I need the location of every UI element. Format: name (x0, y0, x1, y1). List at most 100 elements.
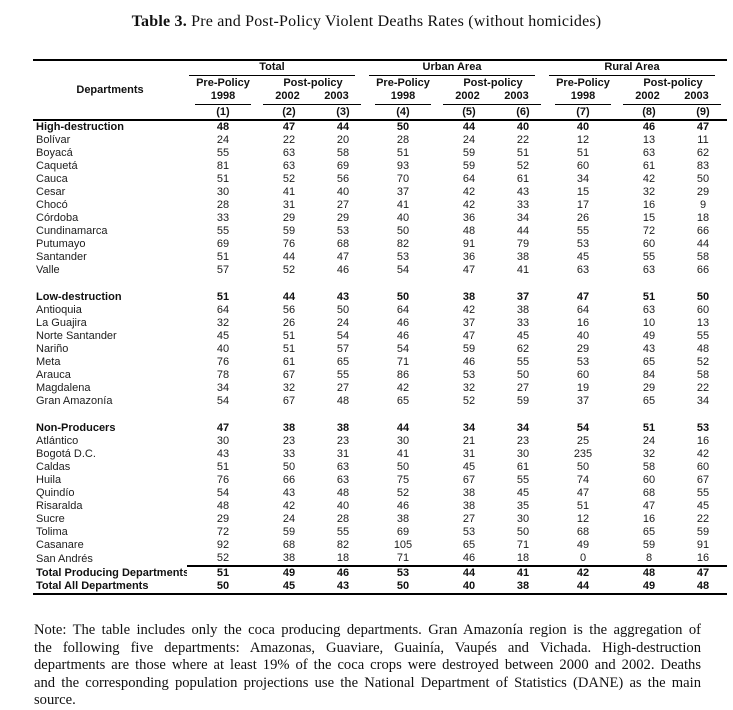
year-header: 1998 (187, 90, 259, 105)
value-cell: 69 (216, 238, 230, 250)
column-number: (3) (319, 105, 367, 121)
subheader-post-policy: Post-policy (643, 77, 703, 89)
value-cell: 52 (462, 395, 476, 407)
value-cell: 46 (336, 264, 350, 276)
table-header: Departments Total Urban Area Rural Area … (33, 60, 727, 121)
value-cell: 46 (462, 356, 476, 368)
table-row: Putumayo 69 76 68 82 91 79 53 60 44 (33, 238, 727, 251)
table-row: San Andrés 52 38 18 71 46 18 0 8 16 (33, 552, 727, 566)
value-cell: 40 (216, 343, 230, 355)
department-label: Cauca (36, 173, 68, 185)
value-cell: 55 (216, 225, 230, 237)
department-label: Quindío (36, 487, 75, 499)
value-cell: 59 (462, 343, 476, 355)
value-cell: 22 (696, 513, 710, 525)
value-cell: 50 (396, 291, 410, 303)
value-cell: 29 (576, 343, 590, 355)
table-row: La Guajira 32 26 24 46 37 33 16 10 13 (33, 317, 727, 330)
value-cell: 18 (516, 552, 530, 564)
table-body: High-destruction 48 47 44 50 44 40 40 46 47 Bolíva… (33, 120, 727, 595)
value-cell: 46 (319, 565, 367, 580)
value-cell: 33 (282, 448, 296, 460)
value-cell: 28 (216, 199, 230, 211)
section-header-row: Low-destruction 51 44 43 50 38 37 47 51 50 (33, 291, 727, 304)
value-cell: 65 (396, 395, 410, 407)
value-cell: 40 (576, 121, 590, 133)
table-row: Córdoba 33 29 29 40 36 34 26 15 18 (33, 212, 727, 225)
table-row: Cauca 51 52 56 70 64 61 34 42 50 (33, 173, 727, 186)
value-cell: 48 (216, 500, 230, 512)
value-cell: 46 (462, 552, 476, 564)
value-cell: 53 (576, 356, 590, 368)
value-cell: 31 (282, 199, 296, 211)
value-cell: 55 (696, 330, 710, 342)
value-cell: 22 (696, 382, 710, 394)
value-cell: 44 (516, 225, 530, 237)
department-label: Bolívar (36, 134, 71, 146)
value-cell: 66 (282, 474, 296, 486)
column-number: (9) (679, 105, 727, 121)
value-cell: 28 (396, 134, 410, 146)
table-row: Valle 57 52 46 54 47 41 63 63 66 (33, 264, 727, 277)
value-cell: 34 (696, 395, 710, 407)
value-cell: 40 (336, 500, 350, 512)
table-title-text: Pre and Post-Policy Violent Deaths Rates… (186, 13, 602, 30)
department-label: Non-Producers (36, 422, 116, 434)
column-number: (2) (259, 105, 319, 121)
table-row: Arauca 78 67 55 86 53 50 60 84 58 (33, 369, 727, 382)
department-label: Cesar (36, 186, 66, 198)
value-cell: 50 (516, 369, 530, 381)
value-cell: 42 (547, 565, 619, 580)
value-cell: 53 (462, 526, 476, 538)
value-cell: 65 (642, 395, 656, 407)
value-cell: 47 (576, 291, 590, 303)
department-label: Valle (36, 264, 60, 276)
value-cell: 63 (642, 147, 656, 159)
value-cell: 42 (396, 382, 410, 394)
value-cell: 51 (576, 500, 590, 512)
column-number: (1) (187, 105, 259, 121)
value-cell: 65 (642, 356, 656, 368)
value-cell: 47 (642, 500, 656, 512)
value-cell: 59 (696, 526, 710, 538)
value-cell: 58 (696, 251, 710, 263)
year-header-pair: 2002 2003 (259, 90, 367, 105)
value-cell: 45 (516, 330, 530, 342)
value-cell: 9 (699, 199, 707, 211)
value-cell: 16 (642, 199, 656, 211)
value-cell: 52 (696, 356, 710, 368)
value-cell: 29 (282, 212, 296, 224)
value-cell: 51 (642, 422, 656, 434)
value-cell: 48 (462, 225, 476, 237)
value-cell: 63 (642, 264, 656, 276)
value-cell: 60 (642, 474, 656, 486)
value-cell: 54 (576, 422, 590, 434)
value-cell: 36 (462, 251, 476, 263)
table-row: Cesar 30 41 40 37 42 43 15 32 29 (33, 186, 727, 199)
value-cell: 71 (396, 552, 410, 564)
value-cell: 21 (462, 435, 476, 447)
value-cell: 72 (216, 526, 230, 538)
value-cell: 32 (216, 317, 230, 329)
value-cell: 32 (282, 382, 296, 394)
value-cell: 15 (576, 186, 590, 198)
table-row: Gran Amazonía 54 67 48 65 52 59 37 65 34 (33, 395, 727, 408)
value-cell: 46 (396, 330, 410, 342)
value-cell: 38 (396, 513, 410, 525)
value-cell: 16 (696, 552, 710, 564)
value-cell: 37 (462, 317, 476, 329)
value-cell: 68 (642, 487, 656, 499)
value-cell: 49 (619, 580, 679, 595)
value-cell: 51 (216, 461, 230, 473)
value-cell: 58 (696, 369, 710, 381)
value-cell: 48 (216, 121, 230, 133)
data-table: Departments Total Urban Area Rural Area … (33, 59, 727, 595)
value-cell: 49 (642, 330, 656, 342)
subheader-post-policy: Post-policy (283, 77, 343, 89)
subheader-pre-policy: Pre-Policy (376, 77, 430, 89)
value-cell: 34 (516, 212, 530, 224)
subheader-post-policy: Post-policy (463, 77, 523, 89)
value-cell: 56 (282, 304, 296, 316)
value-cell: 38 (462, 291, 476, 303)
value-cell: 34 (216, 382, 230, 394)
